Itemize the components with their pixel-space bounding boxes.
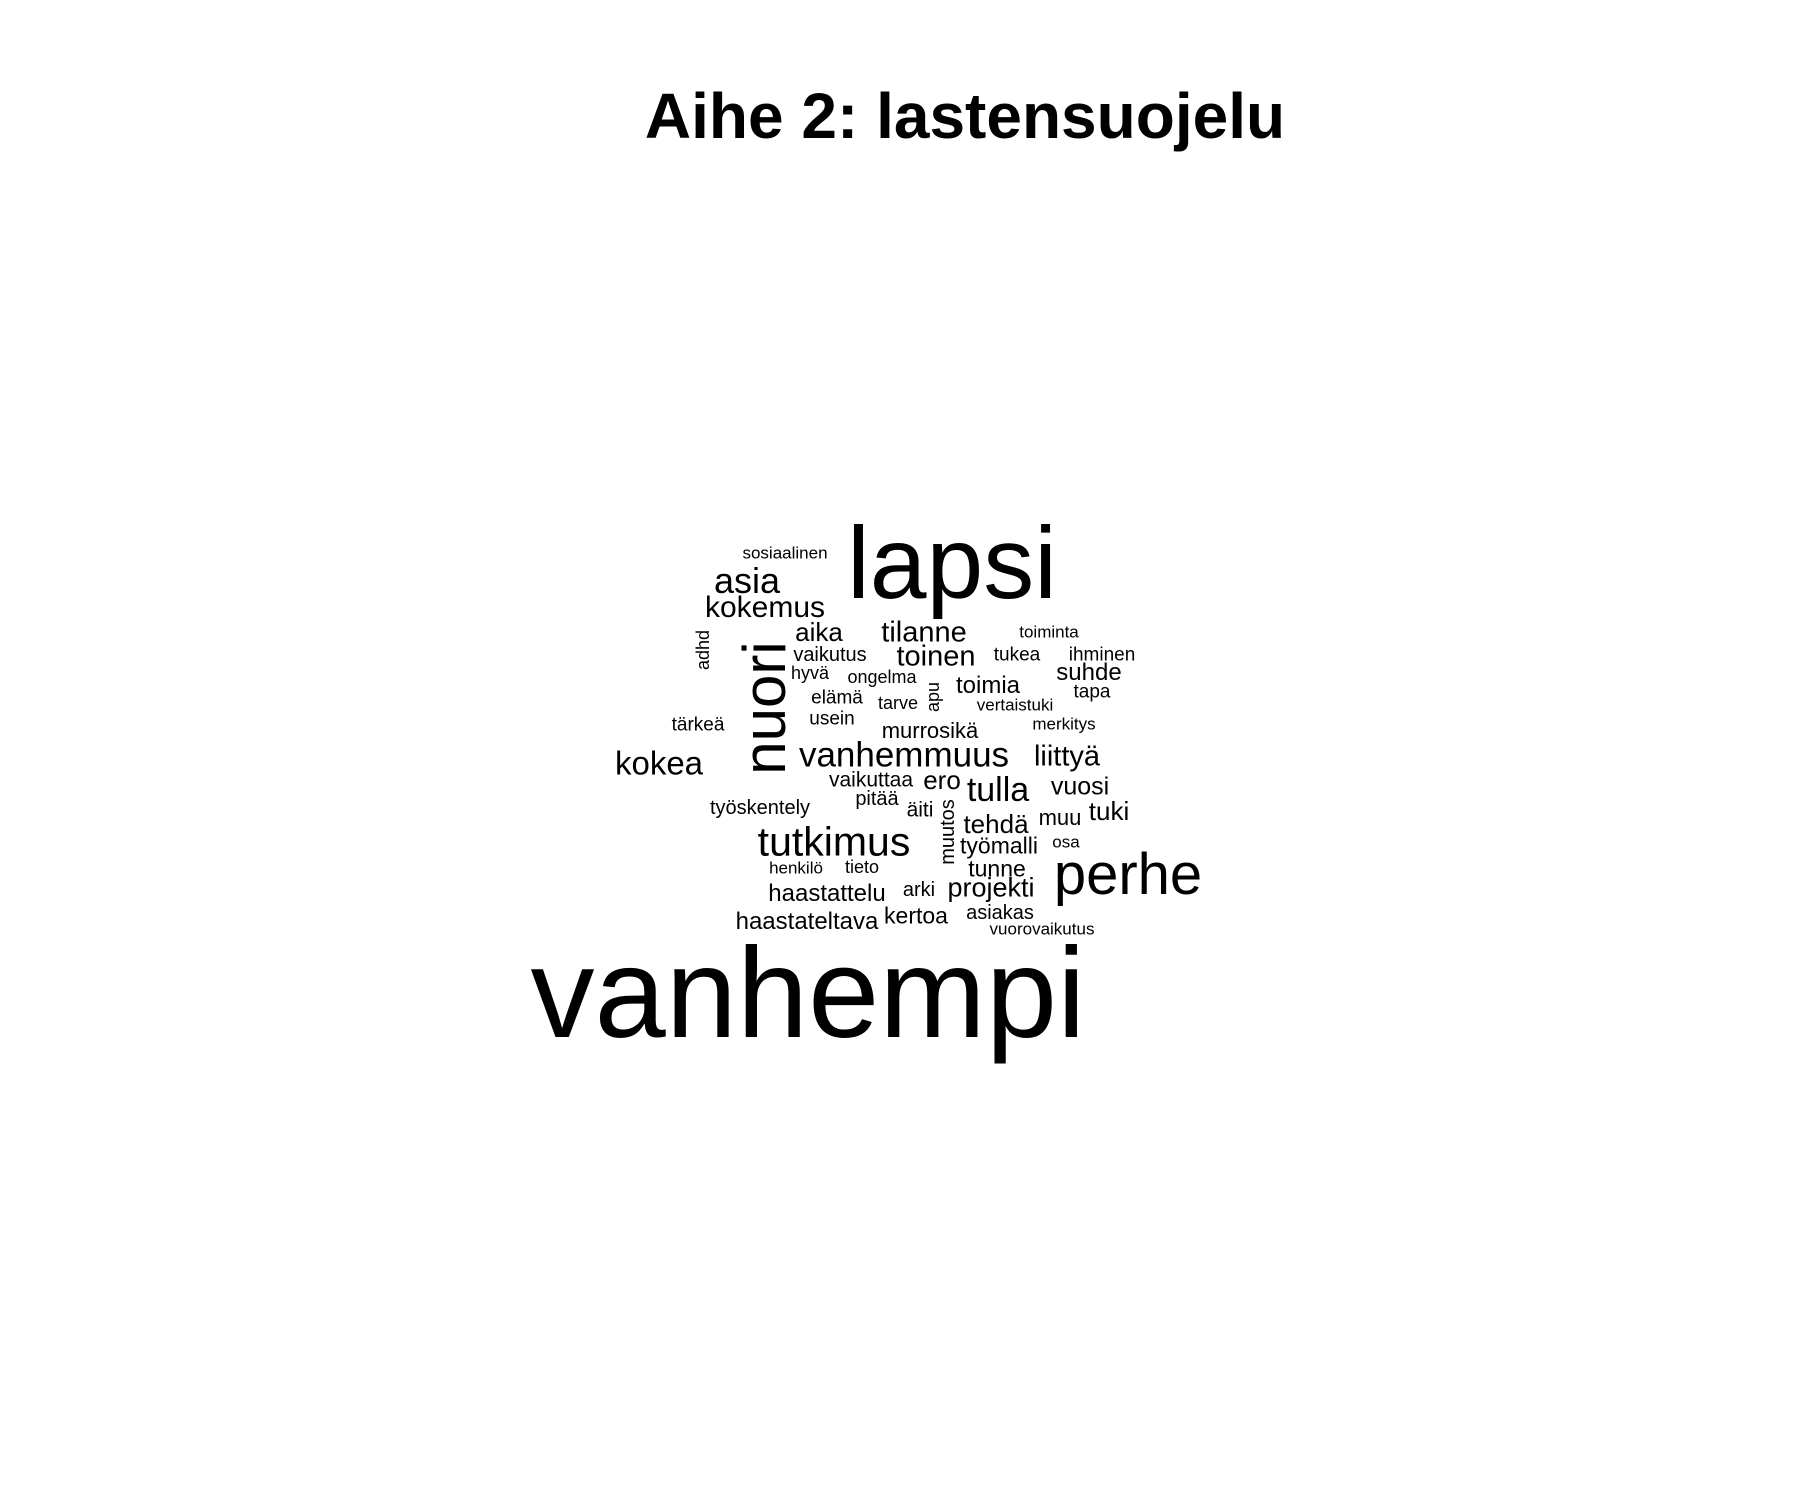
word-arki: arki <box>902 879 936 901</box>
word-nuori: nuori <box>731 641 798 775</box>
word-kertoa: kertoa <box>884 902 948 929</box>
word-tuki: tuki <box>1088 796 1130 826</box>
word-murrosikä: murrosikä <box>881 718 979 743</box>
word-äiti: äiti <box>906 798 934 822</box>
word-pitää: pitää <box>855 788 899 810</box>
word-elämä: elämä <box>811 687 863 709</box>
word-projekti: projekti <box>947 872 1035 903</box>
word-haastateltava: haastateltava <box>735 908 879 935</box>
word-vertaistuki: vertaistuki <box>976 695 1054 715</box>
word-työmalli: työmalli <box>960 832 1038 859</box>
word-toiminta: toiminta <box>1019 622 1079 642</box>
word-tulla: tulla <box>966 771 1030 809</box>
word-sosiaalinen: sosiaalinen <box>742 543 828 563</box>
word-tarve: tarve <box>877 693 919 713</box>
word-asiakas: asiakas <box>966 902 1034 924</box>
word-tieto: tieto <box>844 857 880 877</box>
word-tunne: tunne <box>968 855 1026 882</box>
word-vuorovaikutus: vuorovaikutus <box>989 919 1095 939</box>
word-toinen: toinen <box>896 640 976 673</box>
word-vanhemmuus: vanhemmuus <box>798 735 1010 775</box>
page-title: Aihe 2: lastensuojelu <box>644 80 1286 152</box>
word-muutos: muutos <box>937 799 959 865</box>
word-apu: apu <box>923 681 943 713</box>
word-tutkimus: tutkimus <box>757 818 911 865</box>
word-adhd: adhd <box>693 629 713 671</box>
word-kokea: kokea <box>614 744 704 782</box>
word-vanhempi: vanhempi <box>530 922 1086 1065</box>
word-lapsi: lapsi <box>847 506 1057 620</box>
word-osa: osa <box>1052 832 1080 852</box>
word-tapa: tapa <box>1073 681 1111 703</box>
word-tärkeä: tärkeä <box>671 714 725 736</box>
word-tehdä: tehdä <box>963 809 1029 839</box>
word-ihminen: ihminen <box>1068 644 1136 666</box>
word-ongelma: ongelma <box>847 667 917 687</box>
word-merkitys: merkitys <box>1032 714 1096 734</box>
word-ero: ero <box>923 765 961 795</box>
word-tilanne: tilanne <box>881 616 967 649</box>
word-työskentely: työskentely <box>709 797 811 819</box>
word-hyvä: hyvä <box>790 663 830 683</box>
word-tukea: tukea <box>993 644 1041 666</box>
word-vaikuttaa: vaikuttaa <box>828 768 914 792</box>
word-perhe: perhe <box>1053 842 1203 907</box>
word-aika: aika <box>795 617 843 647</box>
word-vuosi: vuosi <box>1050 772 1110 801</box>
word-usein: usein <box>809 708 855 730</box>
word-suhde: suhde <box>1056 659 1122 686</box>
word-muu: muu <box>1038 805 1082 830</box>
word-haastattelu: haastattelu <box>768 880 886 907</box>
word-kokemus: kokemus <box>704 591 826 624</box>
word-vaikutus: vaikutus <box>793 644 867 666</box>
word-asia: asia <box>713 560 781 601</box>
word-henkilö: henkilö <box>769 858 823 878</box>
word-liittyä: liittyä <box>1033 740 1101 773</box>
word-toimia: toimia <box>955 672 1021 699</box>
